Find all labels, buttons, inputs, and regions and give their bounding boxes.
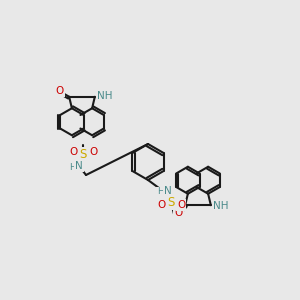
Text: O: O [174, 208, 182, 218]
Text: O: O [157, 200, 165, 210]
Text: NH: NH [213, 201, 228, 211]
Text: N: N [164, 186, 172, 196]
Text: S: S [167, 196, 175, 208]
Text: O: O [89, 147, 97, 157]
Text: O: O [69, 147, 77, 157]
Text: S: S [79, 148, 87, 161]
Text: O: O [177, 200, 185, 210]
Text: N: N [75, 161, 83, 171]
Text: H: H [69, 163, 75, 172]
Text: H: H [157, 188, 164, 196]
Text: NH: NH [97, 91, 112, 101]
Text: O: O [56, 86, 64, 96]
